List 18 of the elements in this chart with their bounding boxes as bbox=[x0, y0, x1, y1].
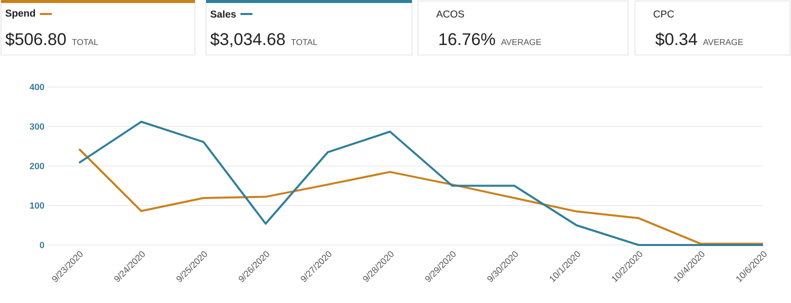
legend-label: Spend bbox=[5, 9, 35, 19]
legend-label: Sales bbox=[210, 10, 236, 18]
text: $0.34 bbox=[655, 32, 698, 46]
y-tick-label: 300 bbox=[30, 123, 44, 130]
text: AVERAGE bbox=[703, 39, 743, 46]
text: AVERAGE bbox=[501, 39, 541, 46]
text: $3,034.68 bbox=[210, 32, 285, 48]
y-tick-label: 100 bbox=[30, 202, 44, 209]
text: 16.76% bbox=[440, 33, 496, 46]
text: ACOS bbox=[436, 10, 464, 18]
y-tick-label: 400 bbox=[30, 84, 44, 90]
text: $506.80 bbox=[5, 32, 66, 46]
text: CPC bbox=[654, 10, 674, 18]
text: TOTAL bbox=[72, 39, 98, 46]
line-series bbox=[78, 148, 764, 245]
text: TOTAL bbox=[291, 39, 318, 46]
y-tick-label: 0 bbox=[40, 242, 44, 248]
y-tick-label: 200 bbox=[30, 162, 44, 170]
